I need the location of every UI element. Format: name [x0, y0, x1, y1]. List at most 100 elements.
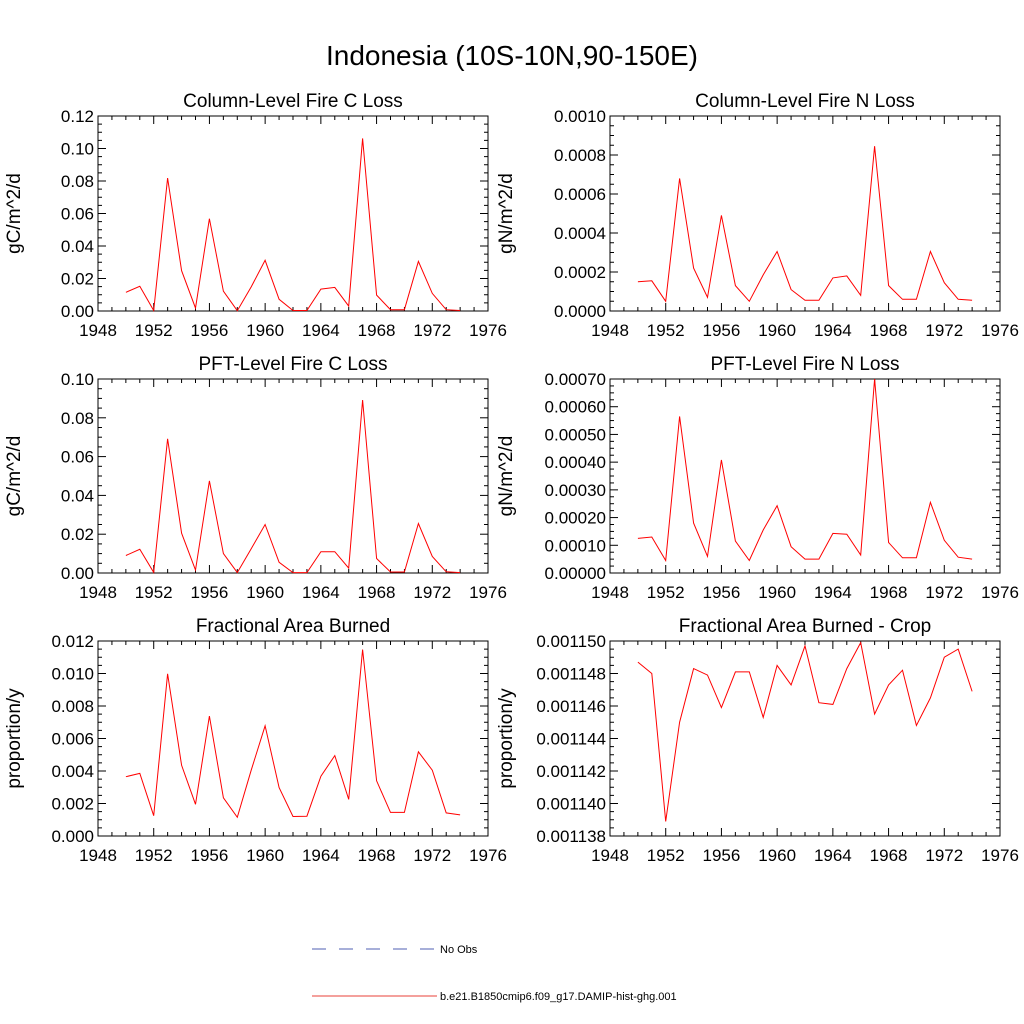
x-tick-label: 1952 — [135, 583, 173, 602]
x-tick-label: 1952 — [647, 583, 685, 602]
series-line — [637, 146, 973, 303]
x-tick-label: 1976 — [469, 321, 507, 340]
y-tick-label: 0.08 — [61, 409, 94, 428]
x-tick-label: 1968 — [358, 583, 396, 602]
y-tick-label: 0.00 — [61, 302, 94, 321]
x-tick-label: 1960 — [246, 583, 284, 602]
plot-frame — [609, 378, 1001, 574]
x-tick-label: 1968 — [870, 321, 908, 340]
panel-title: Fractional Area Burned - Crop — [679, 616, 931, 637]
plot-frame — [97, 640, 489, 837]
x-tick-label: 1972 — [413, 846, 451, 865]
y-tick-label: 0.0006 — [554, 185, 606, 204]
x-tick-label: 1952 — [647, 321, 685, 340]
y-tick-label: 0.00070 — [545, 370, 606, 389]
y-tick-label: 0.04 — [61, 237, 94, 256]
x-tick-label: 1960 — [246, 321, 284, 340]
y-tick-label: 0.001140 — [536, 795, 606, 814]
legend: No Obs b.e21.B1850cmip6.f09_g17.DAMIP-his… — [312, 944, 677, 1003]
y-tick-label: 0.010 — [51, 665, 94, 684]
chart-panel-3: PFT-Level Fire C Loss 1948 1952 1956 1960 196… — [4, 354, 507, 602]
y-tick-label: 0.0008 — [554, 146, 606, 165]
y-tick-label: 0.001144 — [536, 730, 606, 749]
y-tick-label: 0.001138 — [536, 827, 606, 846]
x-tick-label: 1976 — [981, 846, 1019, 865]
series-line — [125, 649, 461, 819]
x-tick-label: 1964 — [814, 846, 852, 865]
y-tick-label: 0.00000 — [545, 564, 606, 583]
y-tick-label: 0.04 — [61, 486, 94, 505]
y-tick-label: 0.008 — [51, 697, 94, 716]
x-tick-label: 1968 — [870, 846, 908, 865]
series-line — [125, 138, 461, 313]
x-tick-label: 1948 — [79, 321, 117, 340]
y-tick-label: 0.001146 — [536, 697, 606, 716]
x-tick-label: 1964 — [814, 583, 852, 602]
y-tick-label: 0.06 — [61, 448, 94, 467]
y-tick-label: 0.02 — [61, 525, 94, 544]
legend-label: b.e21.B1850cmip6.f09_g17.DAMIP-hist-ghg.… — [440, 991, 677, 1003]
y-tick-label: 0.001142 — [536, 762, 606, 781]
y-tick-label: 0.00020 — [545, 509, 606, 528]
x-tick-label: 1952 — [135, 846, 173, 865]
x-tick-label: 1948 — [591, 321, 629, 340]
y-tick-label: 0.10 — [61, 140, 94, 159]
panel-title: Column-Level Fire C Loss — [183, 91, 403, 112]
x-tick-label: 1972 — [413, 583, 451, 602]
x-tick-label: 1964 — [302, 846, 340, 865]
y-tick-label: 0.002 — [51, 795, 94, 814]
figure-title: Indonesia (10S-10N,90-150E) — [326, 40, 698, 71]
x-tick-label: 1960 — [758, 321, 796, 340]
y-tick-label: 0.004 — [51, 762, 94, 781]
x-tick-label: 1956 — [191, 846, 229, 865]
x-tick-label: 1948 — [79, 846, 117, 865]
y-axis-label: gN/m^2/d — [496, 436, 517, 517]
x-tick-label: 1976 — [981, 321, 1019, 340]
chart-panel-6: Fractional Area Burned - Crop 1948 1952 195… — [496, 616, 1019, 865]
x-tick-label: 1960 — [246, 846, 284, 865]
y-tick-label: 0.10 — [61, 370, 94, 389]
x-tick-label: 1964 — [302, 321, 340, 340]
x-tick-label: 1972 — [925, 846, 963, 865]
y-tick-label: 0.0000 — [554, 302, 606, 321]
y-tick-label: 0.00060 — [545, 398, 606, 417]
x-tick-label: 1960 — [758, 583, 796, 602]
chart-panel-1: Column-Level Fire C Loss 1948 1952 1956 1960… — [4, 91, 507, 340]
y-axis-label: proportion/y — [496, 688, 517, 789]
x-tick-label: 1956 — [191, 321, 229, 340]
chart-panel-2: Column-Level Fire N Loss 1948 1952 1956 1960… — [496, 91, 1019, 340]
x-tick-label: 1972 — [413, 321, 451, 340]
x-tick-label: 1956 — [703, 583, 741, 602]
plot-frame — [609, 640, 1001, 837]
chart-panel-5: Fractional Area Burned 1948 1952 1956 1960 19… — [4, 616, 507, 865]
x-tick-label: 1976 — [981, 583, 1019, 602]
x-tick-label: 1972 — [925, 321, 963, 340]
x-tick-label: 1968 — [358, 846, 396, 865]
panel-title: Fractional Area Burned — [196, 616, 390, 637]
y-axis-label: gC/m^2/d — [4, 436, 25, 517]
y-axis-label: gC/m^2/d — [4, 173, 25, 254]
y-tick-label: 0.000 — [51, 827, 94, 846]
y-tick-label: 0.02 — [61, 270, 94, 289]
y-tick-label: 0.00 — [61, 564, 94, 583]
x-tick-label: 1956 — [703, 321, 741, 340]
y-tick-label: 0.00040 — [545, 453, 606, 472]
y-tick-label: 0.006 — [51, 730, 94, 749]
x-tick-label: 1976 — [469, 583, 507, 602]
y-tick-label: 0.0010 — [554, 107, 606, 126]
x-tick-label: 1952 — [647, 846, 685, 865]
panels: Column-Level Fire C Loss 1948 1952 1956 1960… — [4, 91, 1019, 865]
chart-panel-4: PFT-Level Fire N Loss 1948 1952 1956 1960 196… — [496, 354, 1019, 602]
panel-title: Column-Level Fire N Loss — [695, 91, 915, 112]
y-axis-label: proportion/y — [4, 688, 25, 789]
series-line — [637, 641, 973, 822]
y-axis-label: gN/m^2/d — [496, 173, 517, 254]
plot-frame — [609, 115, 1001, 312]
x-tick-label: 1952 — [135, 321, 173, 340]
x-tick-label: 1964 — [302, 583, 340, 602]
x-tick-label: 1960 — [758, 846, 796, 865]
panel-title: PFT-Level Fire C Loss — [199, 354, 388, 375]
y-tick-label: 0.001148 — [536, 665, 606, 684]
y-tick-label: 0.00030 — [545, 481, 606, 500]
y-tick-label: 0.0004 — [554, 224, 606, 243]
